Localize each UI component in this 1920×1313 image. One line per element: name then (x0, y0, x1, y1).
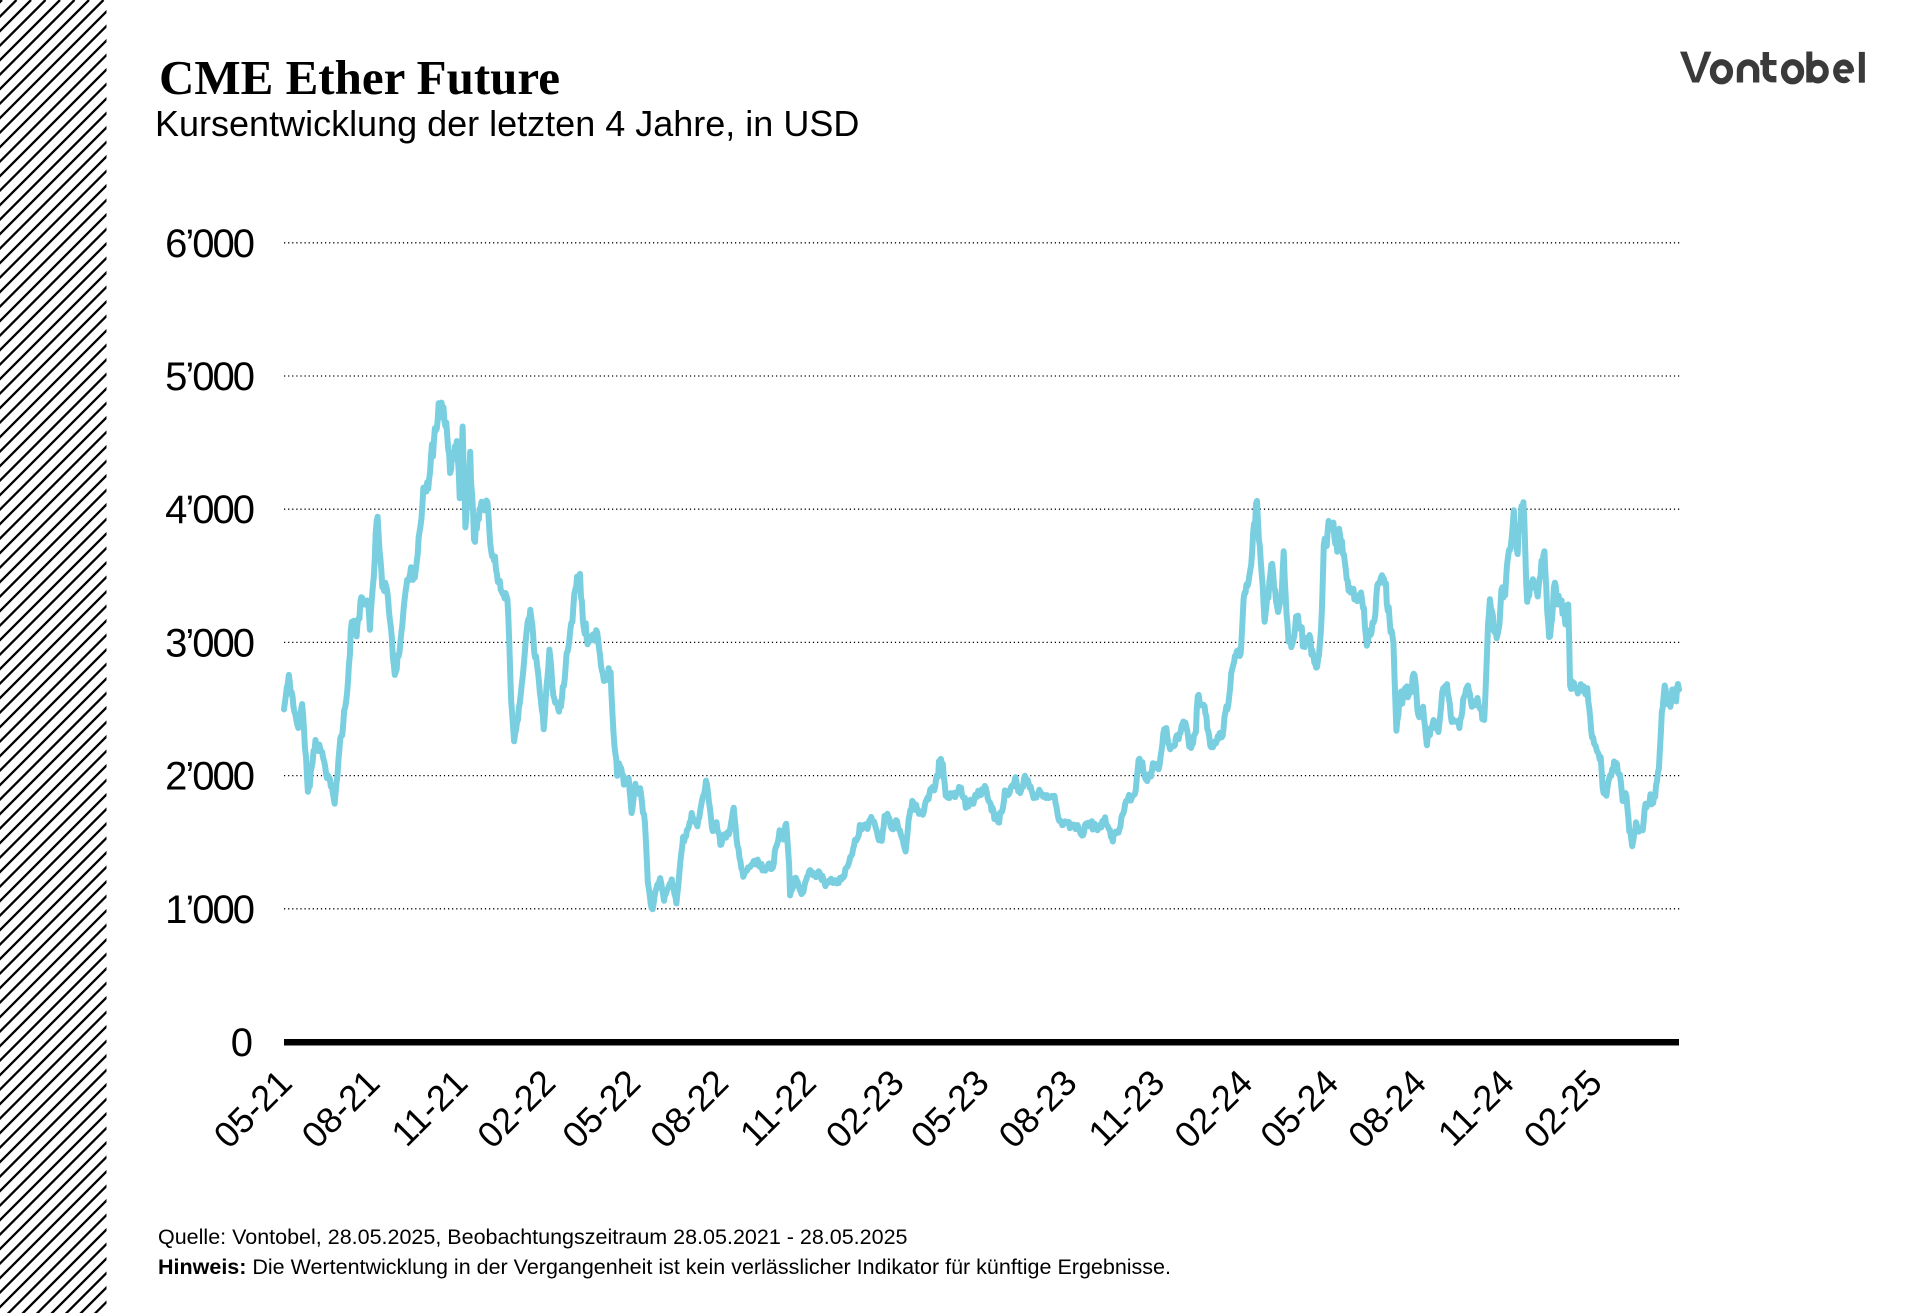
svg-text:08-23: 08-23 (990, 1062, 1084, 1156)
svg-text:05-23: 05-23 (903, 1062, 997, 1156)
svg-text:5’000: 5’000 (165, 355, 254, 399)
svg-text:02-23: 02-23 (818, 1062, 912, 1156)
svg-text:08-22: 08-22 (642, 1062, 736, 1156)
svg-text:11-22: 11-22 (732, 1062, 824, 1154)
svg-text:11-21: 11-21 (383, 1062, 475, 1154)
svg-text:02-24: 02-24 (1166, 1062, 1260, 1156)
svg-text:05-24: 05-24 (1252, 1062, 1346, 1156)
svg-text:4’000: 4’000 (165, 488, 254, 532)
svg-text:08-21: 08-21 (293, 1062, 387, 1156)
svg-text:11-23: 11-23 (1080, 1062, 1172, 1154)
svg-text:02-25: 02-25 (1516, 1062, 1610, 1156)
svg-text:08-24: 08-24 (1340, 1062, 1434, 1156)
svg-text:05-22: 05-22 (554, 1062, 648, 1156)
svg-text:11-24: 11-24 (1430, 1062, 1522, 1154)
svg-text:6’000: 6’000 (165, 222, 254, 266)
svg-text:1’000: 1’000 (165, 888, 254, 932)
svg-text:02-22: 02-22 (469, 1062, 563, 1156)
svg-text:3’000: 3’000 (165, 621, 254, 665)
svg-text:0: 0 (231, 1021, 253, 1065)
svg-text:05-21: 05-21 (206, 1062, 300, 1156)
svg-text:2’000: 2’000 (165, 755, 254, 799)
